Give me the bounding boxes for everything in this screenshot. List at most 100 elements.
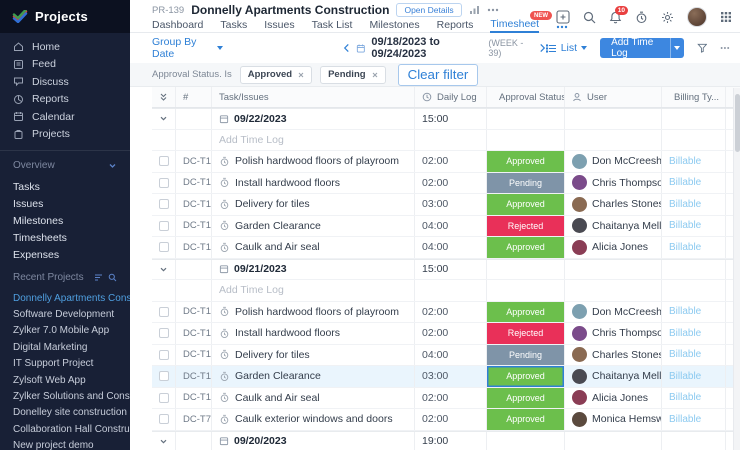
task-name[interactable]: Install hardwood floors xyxy=(235,327,341,340)
row-checkbox[interactable] xyxy=(159,220,169,231)
tab-milestones[interactable]: Milestones xyxy=(369,19,420,31)
table-row[interactable]: DC-T1083 Caulk and Air seal 04:00 Approv… xyxy=(152,237,740,259)
table-row[interactable]: DC-T1092 Delivery for tiles 03:00 Approv… xyxy=(152,194,740,216)
task-name[interactable]: Polish hardwood floors of playroom xyxy=(235,155,400,168)
open-details-button[interactable]: Open Details xyxy=(396,3,462,17)
recent-project-item[interactable]: Zylsoft Web App xyxy=(13,374,86,386)
sidebar-item-reports[interactable]: Reports xyxy=(0,91,130,109)
billing-type[interactable]: Billable xyxy=(669,241,702,253)
column-header-task[interactable]: Task/Issues xyxy=(212,87,415,107)
table-row[interactable]: DC-T1090 Polish hardwood floors of playr… xyxy=(152,301,740,323)
tab-dashboard[interactable]: Dashboard xyxy=(152,19,204,31)
task-name[interactable]: Caulk and Air seal xyxy=(235,391,320,404)
vertical-scrollbar[interactable] xyxy=(733,88,740,450)
row-checkbox[interactable] xyxy=(159,328,169,339)
filter-chip-pending[interactable]: Pending xyxy=(320,65,386,84)
date-group-row[interactable]: 09/22/2023 15:00 xyxy=(152,108,740,130)
add-time-log-row[interactable]: Add Time Log xyxy=(152,280,740,302)
row-checkbox[interactable] xyxy=(159,371,169,382)
recent-project-item[interactable]: Digital Marketing xyxy=(13,341,88,353)
chevron-down-icon[interactable] xyxy=(108,161,117,170)
tab-task-list[interactable]: Task List xyxy=(311,19,353,31)
approval-status-badge[interactable]: Approved xyxy=(487,366,564,387)
recent-project-item[interactable]: Zylker Solutions and Construction xyxy=(13,391,130,403)
date-group-row[interactable]: 09/20/2023 19:00 xyxy=(152,430,740,450)
chart-icon[interactable] xyxy=(469,5,480,15)
sidebar-item-home[interactable]: Home xyxy=(0,38,130,56)
approval-status-badge[interactable]: Approved xyxy=(487,301,564,322)
table-row[interactable]: DC-T75 Caulk exterior windows and doors … xyxy=(152,409,740,431)
billing-type[interactable]: Billable xyxy=(669,306,702,318)
tab-timesheet[interactable]: Timesheet NEW xyxy=(490,11,553,33)
billing-type[interactable]: Billable xyxy=(669,220,702,232)
chevron-left-icon[interactable] xyxy=(343,43,350,53)
chevron-down-icon[interactable] xyxy=(159,437,168,446)
sidebar-item-timesheets[interactable]: Timesheets xyxy=(13,231,67,244)
overview-section-header[interactable]: Overview xyxy=(0,151,130,178)
chevron-down-icon[interactable] xyxy=(159,114,168,123)
user-avatar[interactable] xyxy=(687,7,707,27)
approval-status-badge[interactable]: Pending xyxy=(487,172,564,193)
close-icon[interactable] xyxy=(298,72,304,78)
row-checkbox[interactable] xyxy=(159,156,169,167)
sidebar-item-discuss[interactable]: Discuss xyxy=(0,73,130,91)
task-name[interactable]: Delivery for tiles xyxy=(235,198,310,211)
approval-status-badge[interactable]: Approved xyxy=(487,151,564,172)
recent-project-item[interactable]: Collaboration Hall Construction xyxy=(13,423,130,435)
table-row[interactable]: DC-T1091 Install hardwood floors 02:00 P… xyxy=(152,172,740,194)
date-range-label[interactable]: 09/18/2023 to 09/24/2023 xyxy=(371,36,440,60)
sidebar-item-calendar[interactable]: Calendar xyxy=(0,108,130,126)
task-name[interactable]: Install hardwood floors xyxy=(235,176,341,189)
scrollbar-thumb[interactable] xyxy=(735,94,740,152)
row-checkbox[interactable] xyxy=(159,199,169,210)
recent-project-item[interactable]: Donelley site construction xyxy=(13,407,127,419)
add-time-log-button[interactable]: Add Time Log xyxy=(600,38,684,58)
search-button[interactable] xyxy=(583,11,596,24)
billing-type[interactable]: Billable xyxy=(669,349,702,361)
task-name[interactable]: Caulk exterior windows and doors xyxy=(235,413,393,426)
timer-button[interactable] xyxy=(635,11,648,24)
sidebar-item-projects[interactable]: Projects xyxy=(0,126,130,144)
more-options-icon[interactable] xyxy=(720,46,730,50)
sidebar-item-milestones[interactable]: Milestones xyxy=(13,214,64,227)
filter-icon[interactable] xyxy=(696,42,708,54)
approval-status-badge[interactable]: Approved xyxy=(487,237,564,258)
view-selector[interactable]: List xyxy=(545,42,588,54)
billing-type[interactable]: Billable xyxy=(669,370,702,382)
task-name[interactable]: Caulk and Air seal xyxy=(235,241,320,254)
more-tabs-icon[interactable] xyxy=(556,25,568,29)
billing-type[interactable]: Billable xyxy=(669,198,702,210)
add-new-button[interactable] xyxy=(556,10,570,24)
billing-type[interactable]: Billable xyxy=(669,327,702,339)
approval-status-badge[interactable]: Approved xyxy=(487,387,564,408)
billing-type[interactable]: Billable xyxy=(669,177,702,189)
recent-project-item[interactable]: IT Support Project xyxy=(13,358,94,370)
logo-row[interactable]: Projects xyxy=(0,0,130,33)
task-name[interactable]: Garden Clearance xyxy=(235,219,321,232)
table-row[interactable]: DC-T1091 Install hardwood floors 02:00 R… xyxy=(152,323,740,345)
more-icon[interactable] xyxy=(487,8,499,12)
task-name[interactable]: Garden Clearance xyxy=(235,370,321,383)
approval-status-badge[interactable]: Approved xyxy=(487,409,564,430)
approval-status-badge[interactable]: Rejected xyxy=(487,323,564,344)
row-checkbox[interactable] xyxy=(159,306,169,317)
tab-issues[interactable]: Issues xyxy=(264,19,295,31)
daily-log-value[interactable]: 02:00 xyxy=(422,155,449,168)
task-name[interactable]: Delivery for tiles xyxy=(235,348,310,361)
search-icon[interactable] xyxy=(108,273,117,282)
row-checkbox[interactable] xyxy=(159,242,169,253)
calendar-picker-icon[interactable] xyxy=(356,43,366,54)
column-header-daily-log[interactable]: Daily Log xyxy=(415,87,487,107)
approval-status-badge[interactable]: Approved xyxy=(487,194,564,215)
billing-type[interactable]: Billable xyxy=(669,155,702,167)
column-header-user[interactable]: User xyxy=(565,87,662,107)
table-row[interactable]: DC-T1083 Caulk and Air seal 02:00 Approv… xyxy=(152,387,740,409)
recent-project-item[interactable]: New project demo xyxy=(13,440,94,450)
settings-button[interactable] xyxy=(661,11,674,24)
add-time-log-dropdown[interactable] xyxy=(670,38,683,58)
tab-tasks[interactable]: Tasks xyxy=(220,19,248,31)
chevron-down-icon[interactable] xyxy=(159,265,168,274)
column-header-billing[interactable]: Billing Ty... xyxy=(662,87,726,107)
billing-type[interactable]: Billable xyxy=(669,413,702,425)
table-row[interactable]: DC-T1090 Polish hardwood floors of playr… xyxy=(152,151,740,173)
